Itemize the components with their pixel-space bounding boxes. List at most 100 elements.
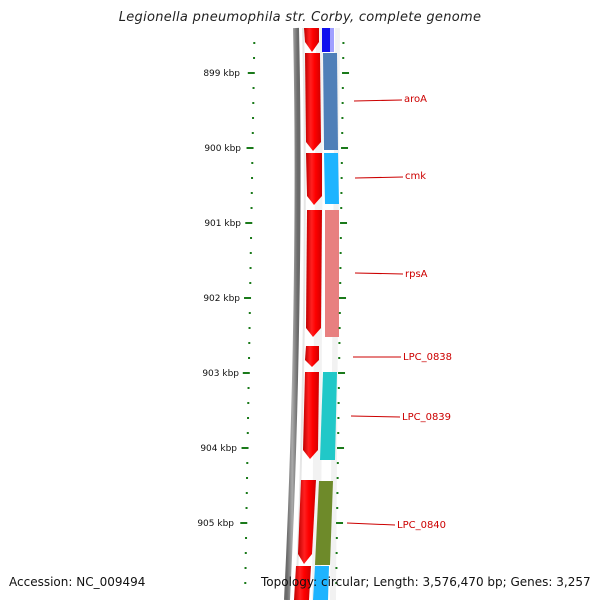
scale-tick-minor [341,132,344,134]
scale-tick-minor [245,492,248,494]
scale-tick-minor [340,192,343,194]
scale-tick-minor [341,102,344,104]
scale-tick-major [247,72,255,74]
scale-tick-minor [249,282,252,284]
scale-tick-minor [340,162,343,164]
scale-tick-minor [337,387,340,389]
scale-tick-minor [337,432,340,434]
scale-tick-minor [246,432,249,434]
scale-label: 902 kbp [203,294,240,304]
scale-tick-major [337,447,345,449]
scale-tick-major [241,447,249,449]
scale-tick-minor [251,162,254,164]
scale-tick-minor [244,582,247,584]
genome-backbone-light [295,27,306,600]
scale-tick-minor [335,567,338,569]
scale-tick-minor [340,177,343,179]
scale-tick-minor [339,282,342,284]
accession-label: Accession: NC_009494 [9,575,146,589]
cds-arrow [298,480,316,564]
cog-block-rpsA [325,210,339,337]
scale-tick-major [342,72,350,74]
scale-tick-major [246,147,254,149]
gene-label-cmk: cmk [405,171,426,182]
scale-tick-major [339,297,347,299]
cds-arrow [304,28,319,52]
scale-tick-minor [248,327,251,329]
scale-tick-major [336,522,344,524]
scale-tick-minor [247,402,250,404]
scale-tick-minor [251,177,254,179]
scale-tick-minor [245,537,248,539]
scale-tick-major [244,297,252,299]
scale-tick-minor [250,207,253,209]
cog-block-aroA [323,53,338,150]
scale-tick-major [240,522,248,524]
scale-tick-minor [249,267,252,269]
scale-tick-minor [246,477,249,479]
gene-label-leader [350,415,401,418]
scale-tick-major [340,222,348,224]
scale-tick-minor [250,192,253,194]
scale-tick-minor [252,87,255,89]
scale-tick-major [245,222,253,224]
scale-tick-minor [339,267,342,269]
gene-label-LPC_0840: LPC_0840 [397,520,446,531]
scale-tick-minor [247,387,250,389]
scale-tick-minor [339,252,342,254]
scale-labels: 899 kbp 900 kbp 901 kbp 902 kbp 903 kbp … [197,69,241,529]
scale-tick-minor [251,132,254,134]
cds-track [294,28,322,600]
scale-tick-minor [336,507,339,509]
scale-tick-minor [336,462,339,464]
gene-label-leader [354,176,404,179]
cog-block-top-edge [330,28,334,52]
topology-label: Topology: circular; Length: 3,576,470 bp… [261,575,591,589]
scale-tick-minor [249,252,252,254]
scale-tick-minor [246,462,249,464]
cog-block-0839 [320,372,337,460]
gene-label-aroA: aroA [404,94,427,105]
cds-arrow [294,566,311,600]
scale-tick-minor [338,342,341,344]
gene-labels: aroA cmk rpsA LPC_0838 LPC_0839 LPC_0840 [346,94,452,531]
scale-tick-minor [248,342,251,344]
scale-tick-major [338,372,346,374]
scale-label: 903 kbp [202,369,239,379]
cds-arrow [305,346,319,367]
scale-label: 904 kbp [200,444,237,454]
gene-label-leader [353,99,403,102]
cog-block-bottom [313,566,329,600]
gene-label-LPC_0839: LPC_0839 [402,412,451,423]
scale-label: 905 kbp [197,519,234,529]
scale-tick-minor [339,237,342,239]
scale-tick-minor [250,237,253,239]
scale-tick-minor [335,537,338,539]
scale-tick-minor [248,312,251,314]
scale-tick-minor [252,117,255,119]
scale-tick-minor [341,117,344,119]
cds-arrow [303,372,319,459]
scale-tick-minor [338,327,341,329]
scale-tick-minor [244,552,247,554]
scale-tick-major [341,147,349,149]
cog-block-0840 [315,481,333,565]
scale-tick-minor [338,357,341,359]
scale-tick-minor [244,567,247,569]
scale-label: 901 kbp [204,219,241,229]
scale-tick-minor [340,207,343,209]
scale-tick-minor [248,357,251,359]
cds-arrow [305,53,321,151]
scale-ticks [240,42,350,584]
scale-tick-minor [338,312,341,314]
scale-tick-minor [336,492,339,494]
scale-tick-minor [245,507,248,509]
cds-arrow [306,153,322,205]
cds-arrow [306,210,322,337]
scale-tick-minor [335,582,338,584]
scale-tick-major [242,372,250,374]
scale-tick-minor [336,477,339,479]
gene-label-leader [354,272,404,275]
